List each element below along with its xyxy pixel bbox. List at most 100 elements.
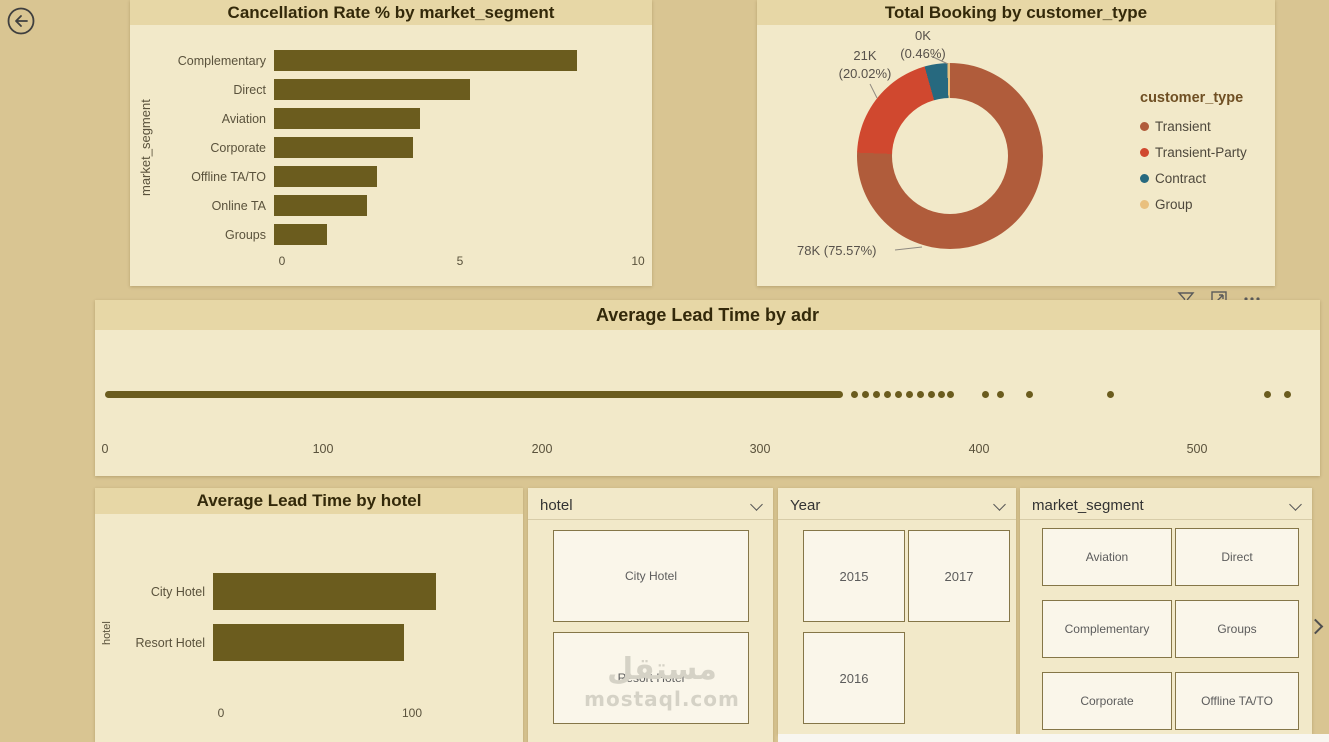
bar[interactable] [274, 137, 413, 158]
category-label: Resort Hotel [135, 635, 205, 650]
x-tick-label: 300 [749, 442, 771, 456]
data-point[interactable] [895, 391, 902, 398]
lead-time-by-hotel-chart-card: Average Lead Time by hotel hotel City Ho… [95, 488, 523, 742]
data-point[interactable] [997, 391, 1004, 398]
plot-area [274, 220, 638, 249]
data-label-line: 21K [853, 48, 877, 63]
chevron-down-icon[interactable] [750, 497, 763, 511]
legend: customer_type Transient Transient-Party Co… [1140, 90, 1247, 217]
dense-data-strip[interactable] [105, 391, 843, 398]
chart-row: Direct [130, 75, 638, 104]
x-tick-label: 100 [401, 706, 423, 720]
chart-title: Total Booking by customer_type [757, 0, 1275, 25]
x-axis: 0 100 [217, 706, 511, 722]
chart-row: Aviation [130, 104, 638, 133]
data-point[interactable] [1026, 391, 1033, 398]
data-point[interactable] [884, 391, 891, 398]
donut-hole [892, 98, 1008, 214]
legend-item[interactable]: Transient-Party [1140, 139, 1247, 165]
slicer-option[interactable]: City Hotel [553, 530, 749, 622]
data-point[interactable] [982, 391, 989, 398]
plot-area [213, 617, 515, 668]
chart-title: Cancellation Rate % by market_segment [130, 0, 652, 25]
category-label: Online TA [211, 198, 266, 213]
x-tick-label: 0 [217, 706, 225, 720]
data-point[interactable] [1284, 391, 1291, 398]
category-label: Offline TA/TO [191, 169, 266, 184]
slicer-options: Aviation Direct Complementary Groups Corpora… [1042, 528, 1299, 730]
legend-bullet-icon [1140, 121, 1149, 131]
chart-title: Average Lead Time by adr [95, 300, 1320, 330]
market-segment-slicer: market_segment Aviation Direct Complementa… [1020, 488, 1312, 734]
bar[interactable] [274, 79, 470, 100]
data-label-line: (20.02%) [838, 66, 892, 81]
slicer-option[interactable]: Resort Hotel [553, 632, 749, 724]
slicer-options: City Hotel Resort Hotel [553, 530, 749, 724]
horizontal-scrollbar[interactable] [778, 734, 1329, 742]
x-tick-label: 0 [278, 254, 286, 268]
chevron-down-icon[interactable] [1289, 497, 1302, 511]
chart-row: Groups [130, 220, 638, 249]
bar[interactable] [274, 50, 577, 71]
slicer-header: Year [778, 488, 1016, 520]
data-point[interactable] [862, 391, 869, 398]
chart-row: Offline TA/TO [130, 162, 638, 191]
data-point[interactable] [851, 391, 858, 398]
legend-item[interactable]: Transient [1140, 113, 1247, 139]
chart-row: Corporate [130, 133, 638, 162]
legend-title: customer_type [1140, 90, 1244, 106]
x-tick-label: 400 [968, 442, 990, 456]
bar[interactable] [274, 195, 367, 216]
slicer-option[interactable]: Offline TA/TO [1175, 672, 1299, 730]
scatter-plot-area [105, 388, 1310, 402]
data-point[interactable] [938, 391, 945, 398]
slicer-option[interactable]: 2017 [908, 530, 1010, 622]
chart-title: Average Lead Time by hotel [95, 488, 523, 514]
bar[interactable] [274, 108, 420, 129]
chart-row: Complementary [130, 46, 638, 75]
bar[interactable] [274, 166, 377, 187]
data-label: 21K (20.02%) [829, 47, 901, 83]
total-booking-donut-card: Total Booking by customer_type 0K (0.46%… [757, 0, 1275, 286]
bar-rows: City Hotel Resort Hotel [95, 566, 515, 668]
slicer-option[interactable]: Direct [1175, 528, 1299, 586]
chevron-down-icon[interactable] [993, 497, 1006, 511]
bar[interactable] [213, 624, 404, 661]
data-point[interactable] [1107, 391, 1114, 398]
data-point[interactable] [1264, 391, 1271, 398]
legend-item[interactable]: Contract [1140, 165, 1247, 191]
data-point[interactable] [928, 391, 935, 398]
slicer-header: hotel [528, 488, 773, 520]
back-arrow-icon [7, 7, 35, 35]
slicer-option[interactable]: Aviation [1042, 528, 1172, 586]
data-point[interactable] [947, 391, 954, 398]
legend-label: Group [1155, 196, 1193, 212]
slicer-option[interactable]: Corporate [1042, 672, 1172, 730]
back-button[interactable] [6, 6, 36, 36]
legend-items: Transient Transient-Party Contract Group [1140, 113, 1247, 217]
legend-bullet-icon [1140, 173, 1149, 183]
legend-item[interactable]: Group [1140, 191, 1247, 217]
legend-label: Contract [1155, 170, 1207, 186]
category-label: City Hotel [150, 584, 205, 599]
chart-row: Resort Hotel [95, 617, 515, 668]
data-point[interactable] [906, 391, 913, 398]
data-point[interactable] [917, 391, 924, 398]
data-point[interactable] [873, 391, 880, 398]
category-label: Corporate [210, 140, 266, 155]
lead-time-by-adr-chart-card: Average Lead Time by adr 0 100 200 300 400 50… [95, 300, 1320, 476]
slicer-option[interactable]: 2016 [803, 632, 905, 724]
slicer-option[interactable]: Complementary [1042, 600, 1172, 658]
year-slicer: Year 2015 2017 2016 [778, 488, 1016, 734]
slicer-option[interactable]: 2015 [803, 530, 905, 622]
legend-label: Transient-Party [1155, 144, 1247, 160]
bar[interactable] [213, 573, 436, 610]
category-label: Aviation [221, 111, 266, 126]
category-label: Complementary [177, 53, 266, 68]
slicer-option[interactable]: Groups [1175, 600, 1299, 658]
x-tick-label: 200 [531, 442, 553, 456]
slicer-title: market_segment [1032, 497, 1144, 514]
bar[interactable] [274, 224, 327, 245]
hotel-slicer: hotel City Hotel Resort Hotel [528, 488, 773, 742]
more-options-icon[interactable] [1242, 289, 1262, 309]
